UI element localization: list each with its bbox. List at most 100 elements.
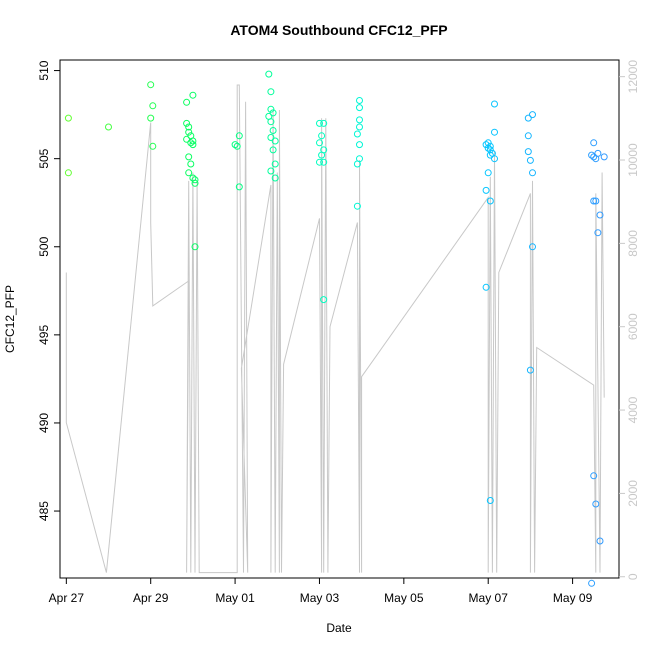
data-point bbox=[269, 127, 277, 134]
data-point bbox=[590, 153, 598, 161]
data-point bbox=[356, 116, 363, 124]
x-tick-label: May 09 bbox=[553, 591, 593, 605]
data-point bbox=[594, 229, 602, 237]
data-point bbox=[596, 537, 604, 545]
data-point bbox=[271, 137, 279, 145]
data-point bbox=[600, 153, 608, 161]
data-point bbox=[320, 158, 328, 166]
x-tick-label: May 03 bbox=[300, 591, 340, 605]
data-point bbox=[353, 130, 361, 138]
x-tick-label: Apr 27 bbox=[49, 591, 85, 605]
data-point bbox=[189, 137, 197, 145]
data-point bbox=[486, 151, 494, 159]
altitude-series-group bbox=[65, 84, 605, 574]
data-point bbox=[316, 139, 323, 147]
data-point bbox=[231, 141, 239, 149]
data-point bbox=[594, 149, 602, 157]
data-point bbox=[64, 114, 72, 122]
data-point bbox=[147, 81, 155, 89]
data-point bbox=[482, 186, 490, 194]
y-tick-label: 495 bbox=[37, 325, 51, 345]
data-point bbox=[267, 167, 275, 175]
data-point bbox=[185, 128, 193, 136]
data-point bbox=[590, 197, 598, 205]
data-point bbox=[267, 105, 275, 113]
data-point bbox=[191, 179, 199, 187]
data-point bbox=[353, 202, 361, 210]
x-tick-label: Apr 29 bbox=[133, 591, 169, 605]
y2-tick-label: 2000 bbox=[626, 480, 640, 507]
data-point bbox=[185, 153, 193, 161]
data-point bbox=[353, 160, 361, 168]
data-point bbox=[356, 104, 363, 112]
data-point bbox=[149, 102, 157, 110]
data-point bbox=[524, 114, 532, 122]
data-point bbox=[235, 132, 243, 140]
data-point bbox=[482, 141, 490, 149]
x-axis-label: Date bbox=[326, 621, 352, 635]
data-point bbox=[524, 132, 532, 140]
y2-tick-label: 6000 bbox=[626, 313, 640, 340]
data-point bbox=[524, 148, 532, 156]
y2-tick-label: 4000 bbox=[626, 396, 640, 423]
data-point bbox=[149, 142, 157, 150]
data-point bbox=[183, 119, 191, 127]
data-point bbox=[588, 579, 596, 587]
data-point bbox=[356, 123, 363, 131]
data-point bbox=[185, 123, 193, 131]
data-point bbox=[529, 111, 536, 119]
data-point bbox=[269, 146, 277, 154]
data-point bbox=[491, 100, 498, 108]
data-point bbox=[590, 139, 598, 147]
data-point bbox=[486, 197, 494, 205]
data-point bbox=[592, 197, 600, 205]
data-point bbox=[320, 296, 328, 304]
data-point bbox=[356, 97, 363, 104]
data-point bbox=[265, 70, 273, 78]
data-point bbox=[147, 114, 155, 122]
x-axis: Apr 27 Apr 29 May 01 May 03 May 05 May 07 May … bbox=[49, 578, 593, 605]
x-tick-label: May 05 bbox=[384, 591, 424, 605]
data-point bbox=[269, 109, 277, 117]
y-tick-label: 500 bbox=[37, 236, 51, 256]
data-point bbox=[491, 155, 498, 163]
chart-title: ATOM4 Southbound CFC12_PFP bbox=[230, 22, 447, 38]
data-point bbox=[267, 88, 275, 96]
data-point bbox=[590, 472, 598, 480]
data-point bbox=[183, 98, 191, 106]
data-point bbox=[316, 158, 323, 166]
data-point bbox=[320, 119, 328, 127]
data-point bbox=[187, 160, 195, 168]
data-point bbox=[189, 141, 197, 149]
data-point bbox=[235, 183, 243, 191]
altitude-series-line bbox=[65, 84, 605, 574]
y2-tick-label: 10000 bbox=[626, 143, 640, 177]
data-point bbox=[189, 91, 197, 99]
data-point bbox=[486, 142, 494, 150]
y-tick-label: 510 bbox=[37, 60, 51, 80]
data-point bbox=[318, 132, 326, 140]
data-point bbox=[592, 500, 600, 508]
data-point bbox=[271, 174, 279, 182]
data-point bbox=[185, 169, 193, 177]
data-point bbox=[588, 151, 596, 159]
y-axis-label: CFC12_PFP bbox=[3, 285, 17, 353]
y2-tick-label: 8000 bbox=[626, 230, 640, 257]
data-point bbox=[191, 243, 199, 251]
plot-box bbox=[59, 59, 620, 579]
data-point bbox=[484, 169, 492, 177]
y2-tick-label: 0 bbox=[626, 573, 640, 580]
data-point bbox=[484, 139, 492, 147]
data-point bbox=[233, 142, 241, 150]
cfc12-points-group bbox=[64, 70, 608, 587]
data-point bbox=[486, 146, 494, 154]
x-tick-label: May 01 bbox=[215, 591, 255, 605]
x-tick-label: May 07 bbox=[469, 591, 509, 605]
data-point bbox=[267, 134, 275, 141]
data-point bbox=[105, 123, 112, 131]
data-point bbox=[486, 497, 494, 504]
data-point bbox=[491, 128, 498, 136]
data-point bbox=[484, 144, 492, 152]
data-point bbox=[529, 243, 536, 251]
